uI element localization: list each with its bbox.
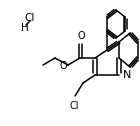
- Text: N: N: [123, 70, 131, 80]
- Text: O: O: [77, 31, 85, 41]
- Text: H: H: [21, 23, 29, 33]
- Text: Cl: Cl: [25, 13, 35, 23]
- Text: Cl: Cl: [69, 101, 79, 111]
- Text: O: O: [59, 61, 67, 71]
